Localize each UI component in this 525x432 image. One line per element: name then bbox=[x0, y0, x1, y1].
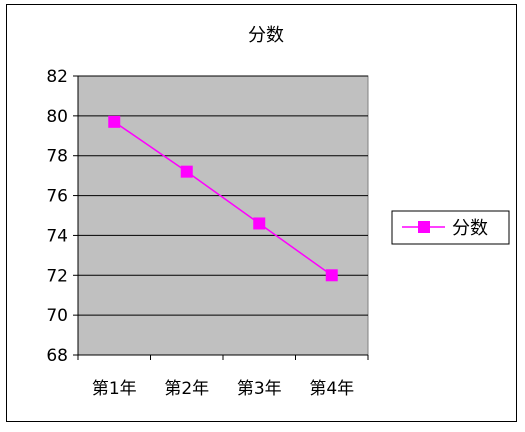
y-axis: 68 70 72 74 76 78 80 82 bbox=[46, 67, 79, 366]
y-tick-label: 68 bbox=[46, 346, 68, 366]
plot-area bbox=[77, 75, 369, 356]
y-tick-label: 78 bbox=[46, 147, 68, 167]
legend-label: 分数 bbox=[452, 218, 488, 239]
series-line bbox=[113, 121, 333, 276]
series-layer bbox=[108, 115, 338, 282]
y-tick-label: 70 bbox=[46, 306, 68, 326]
data-point-marker bbox=[108, 115, 121, 128]
y-tick-label: 82 bbox=[46, 67, 68, 87]
x-tick-label: 第1年 bbox=[92, 379, 137, 399]
x-axis: 第1年 第2年 第3年 第4年 bbox=[77, 354, 369, 399]
legend: 分数 bbox=[391, 210, 510, 245]
y-tick-label: 74 bbox=[46, 226, 68, 246]
chart-title: 分数 bbox=[248, 25, 284, 46]
y-tick-label: 76 bbox=[46, 187, 68, 207]
y-tick-label: 80 bbox=[46, 107, 68, 127]
y-tick-label: 72 bbox=[46, 266, 68, 286]
legend-marker bbox=[418, 221, 430, 233]
x-tick-label: 第4年 bbox=[309, 379, 354, 399]
gridlines bbox=[78, 75, 368, 316]
x-tick-label: 第3年 bbox=[237, 379, 282, 399]
data-point-marker bbox=[180, 165, 193, 178]
x-tick-label: 第2年 bbox=[164, 379, 209, 399]
data-point-marker bbox=[325, 269, 338, 282]
data-point-marker bbox=[253, 217, 266, 230]
